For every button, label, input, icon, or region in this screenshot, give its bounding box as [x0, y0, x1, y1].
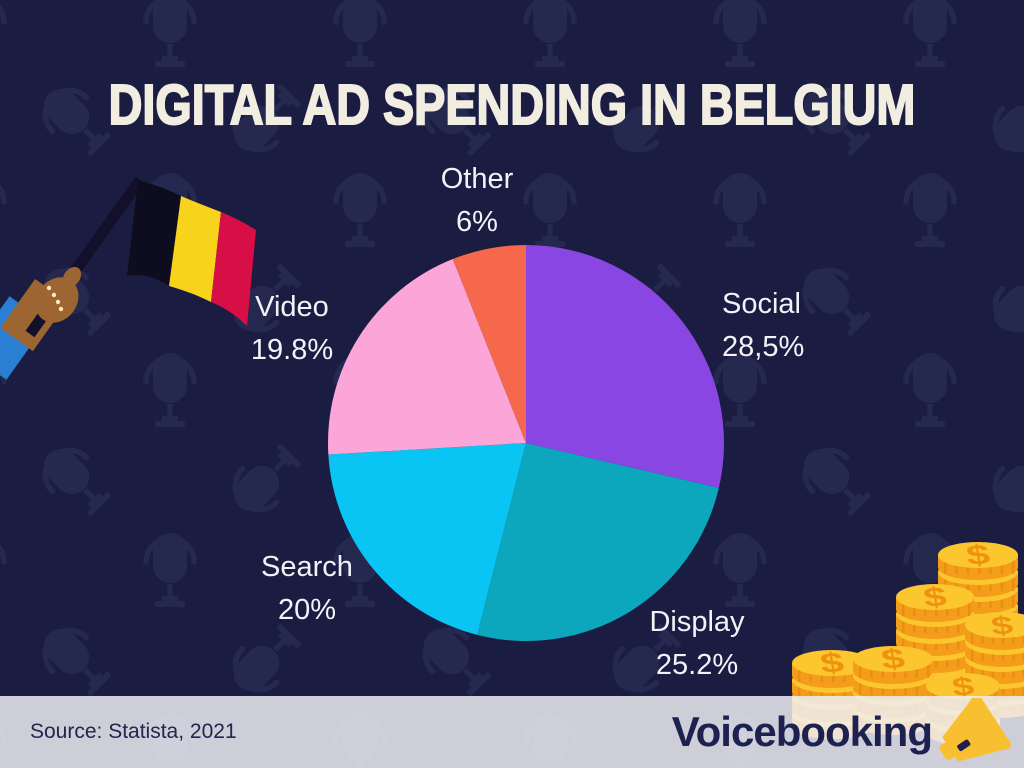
coin: $	[965, 611, 1024, 650]
dollar-sign: $	[989, 611, 1015, 641]
footer: Source: Statista, 2021 Voicebooking	[0, 696, 1024, 768]
pie-slice-other	[452, 245, 526, 443]
dollar-sign: $	[818, 647, 846, 680]
dollar-sign: $	[964, 539, 992, 572]
belgium-flag-illustration	[0, 176, 256, 380]
coin: $	[853, 643, 933, 684]
pie-slice-social	[526, 245, 725, 488]
thumb	[62, 266, 82, 288]
megaphone-icon	[939, 698, 1011, 762]
brand-logo-text: Voicebooking	[671, 708, 933, 755]
dollar-sign: $	[879, 643, 907, 676]
flag-red-stripe	[211, 212, 256, 326]
knuckle-dots	[46, 285, 64, 312]
pie-slice-display	[477, 443, 719, 641]
flag-black-stripe	[127, 180, 181, 286]
fist	[35, 277, 79, 323]
dollar-sign: $	[921, 582, 948, 613]
source-text: Source: Statista, 2021	[30, 720, 237, 743]
flag-yellow-stripe	[169, 196, 221, 302]
coin: $	[896, 582, 974, 622]
coin: $	[938, 539, 1018, 580]
pie-slice-search	[328, 443, 526, 635]
page-title: DIGITAL AD SPENDING IN BELGIUM	[108, 72, 916, 138]
pie-slice-video	[328, 259, 526, 455]
